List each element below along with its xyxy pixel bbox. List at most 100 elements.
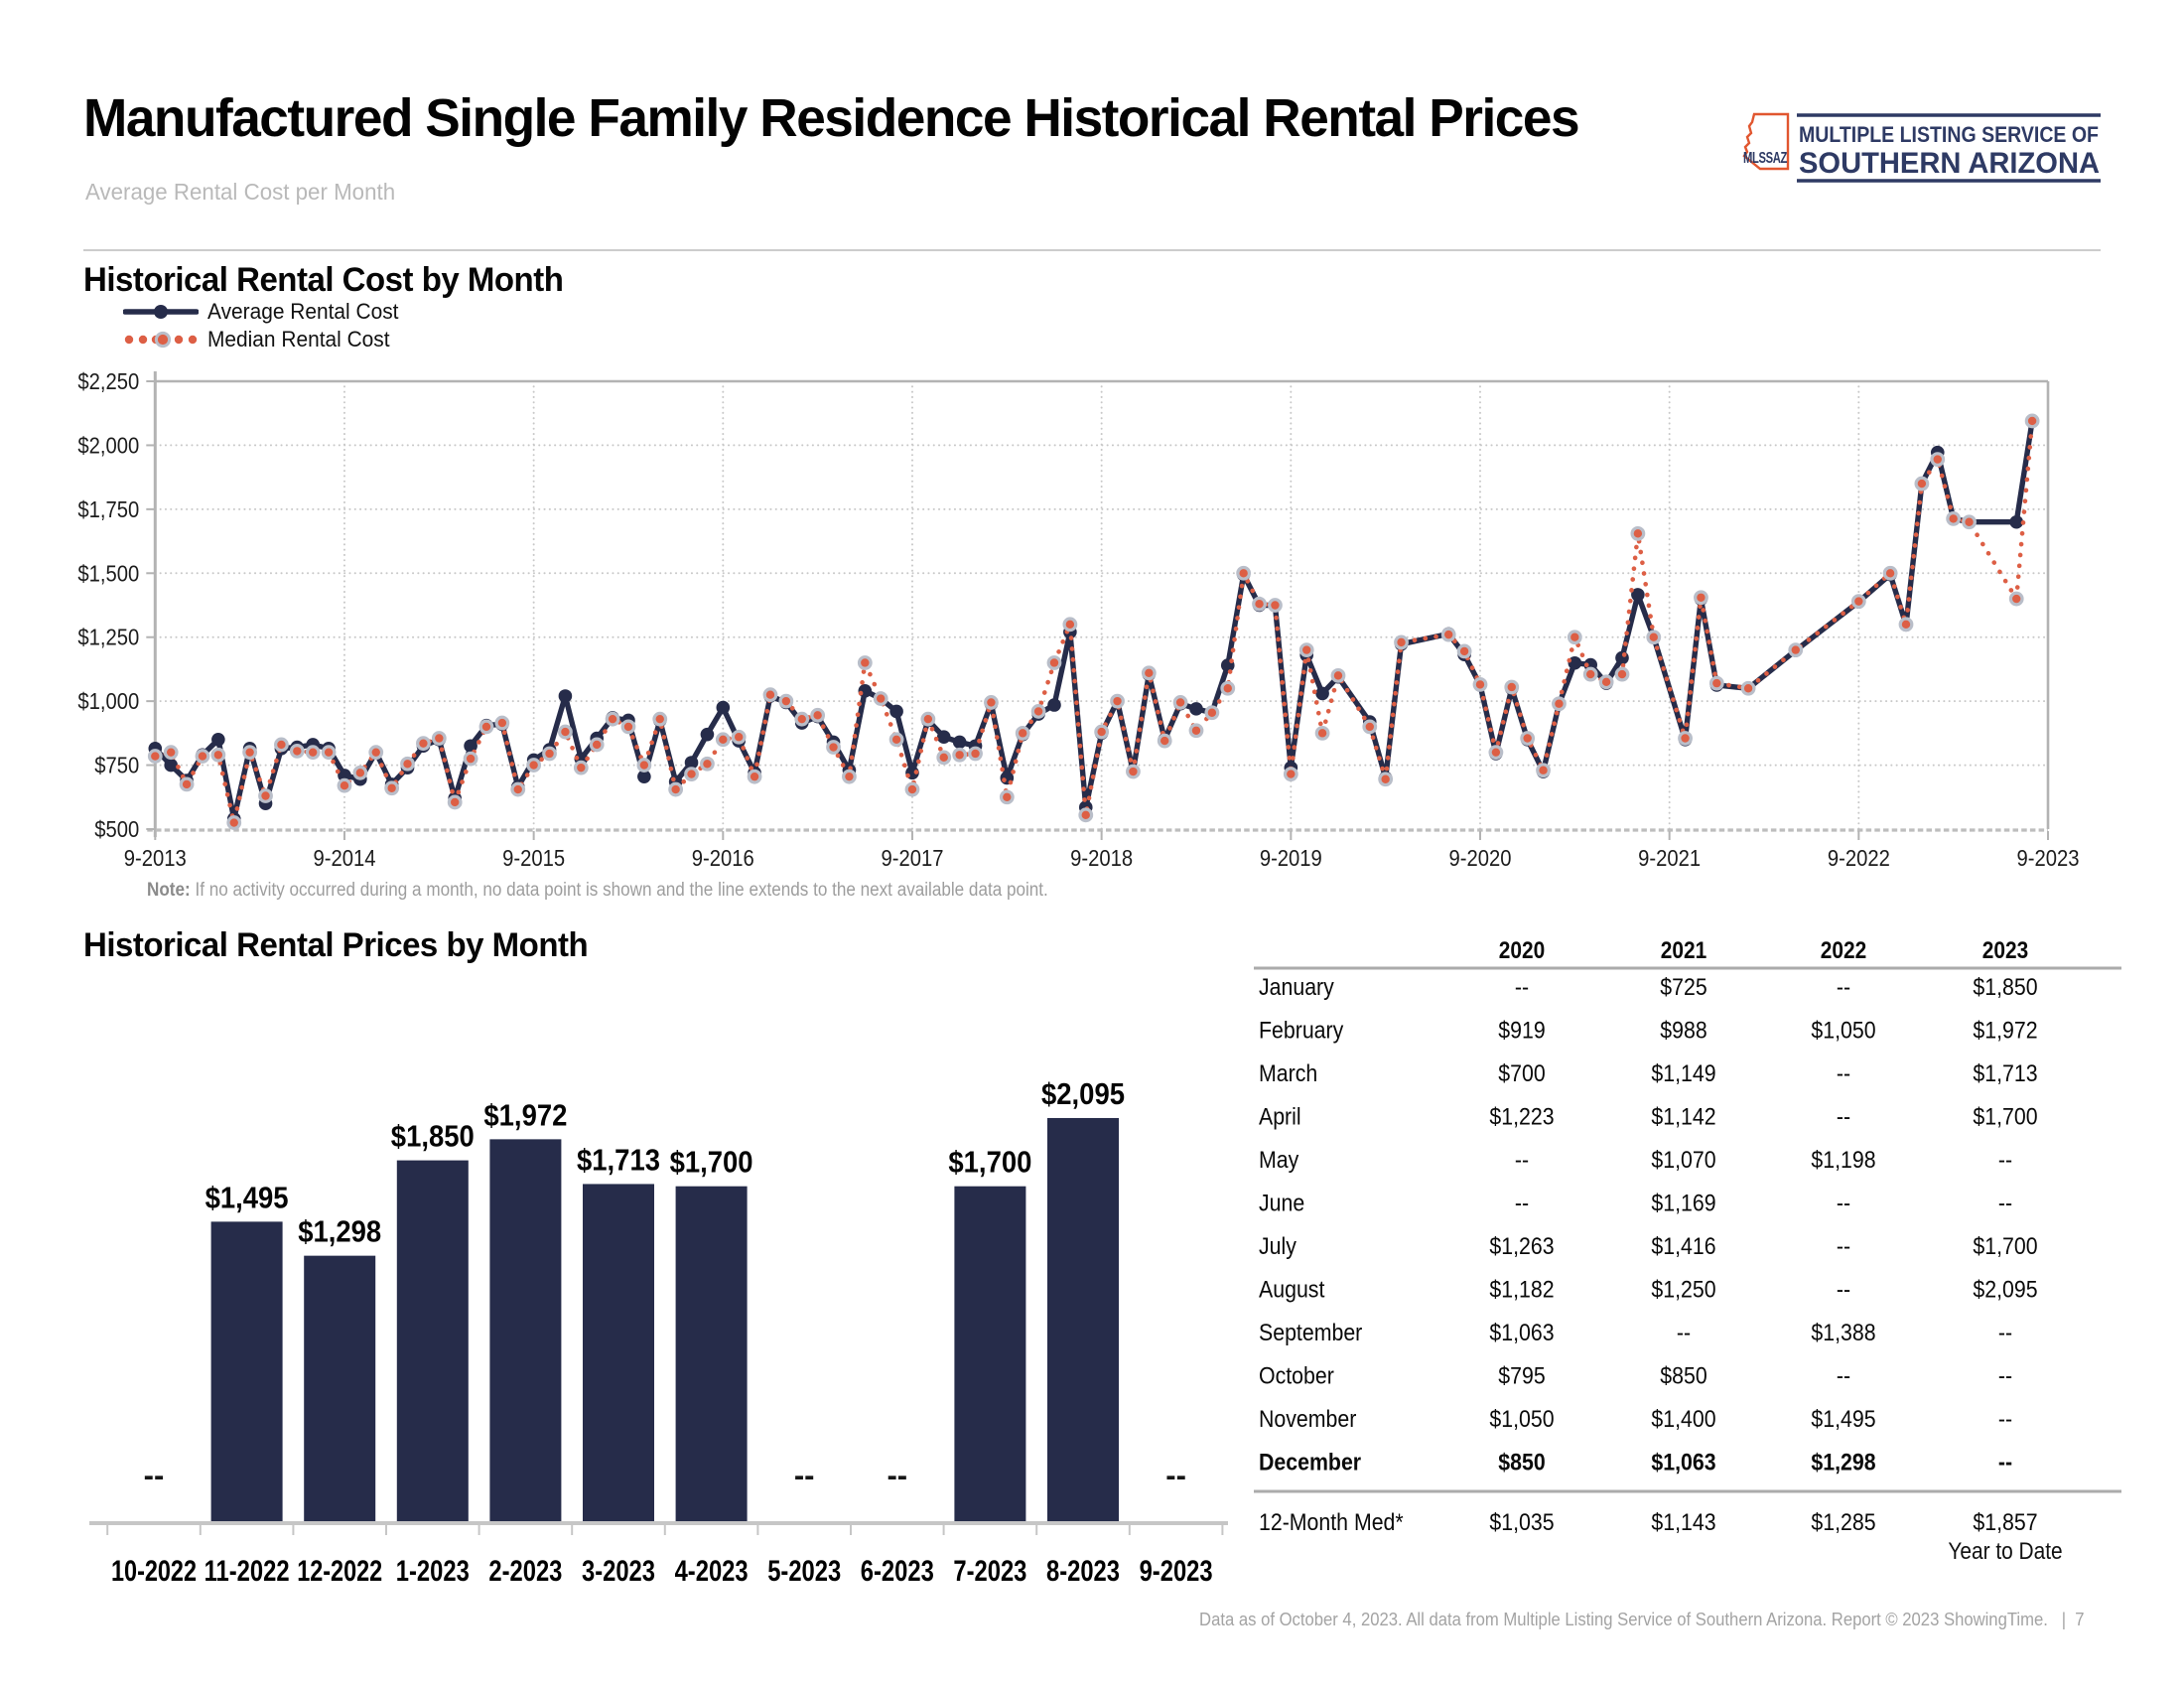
table-month-label: March (1259, 1060, 1317, 1087)
table-cell: -- (1837, 1104, 1850, 1131)
y-tick-label: $500 (94, 816, 139, 842)
y-tick-label: $1,000 (77, 688, 139, 714)
header-divider (83, 249, 2101, 251)
median-point (715, 732, 731, 748)
y-tick-label: $1,250 (77, 625, 139, 650)
average-point (338, 769, 351, 782)
table-cell: $1,700 (1973, 1233, 2037, 1260)
median-point (147, 749, 163, 764)
median-point (400, 756, 415, 772)
table-cell: -- (1998, 1191, 2012, 1217)
x-tick-label: 9-2014 (313, 845, 375, 871)
table-cell: $725 (1660, 974, 1706, 1001)
line-chart-title: Historical Rental Cost by Month (83, 261, 564, 299)
bar-x-label: 4-2023 (675, 1555, 749, 1588)
median-point (1362, 719, 1378, 735)
median-point (1283, 767, 1298, 781)
average-point (1047, 698, 1061, 712)
median-point (1930, 452, 1946, 468)
median-point (1504, 679, 1520, 695)
bar-chart: -- 10-2022 $1,495 11-2022 $1,298 12-2022 $1,85… (89, 1076, 1228, 1588)
median-point (920, 711, 936, 727)
median-point (1520, 731, 1536, 746)
median-point (447, 794, 463, 810)
bar-x-label: 9-2023 (1140, 1555, 1213, 1588)
table-cell: $1,850 (1973, 974, 2037, 1001)
table-cell: $700 (1498, 1060, 1545, 1087)
y-tick-label: $750 (94, 753, 139, 778)
table-cell: $1,400 (1651, 1406, 1715, 1433)
median-point (888, 732, 904, 748)
median-point (210, 747, 226, 763)
median-point (700, 756, 715, 772)
table-cell: -- (1998, 1320, 2012, 1346)
average-point (2009, 514, 2024, 529)
median-point (1378, 772, 1394, 787)
average-point (936, 730, 951, 745)
table-annotation: Year to Date (1948, 1538, 2062, 1565)
median-point (1298, 642, 1314, 657)
footer-page-number: 7 (2075, 1609, 2085, 1629)
median-point (731, 729, 747, 745)
table-summary-cell: $1,857 (1973, 1509, 2037, 1536)
median-point (1440, 627, 1456, 642)
table-year-header: 2021 (1661, 937, 1706, 964)
table-year-header: 2020 (1499, 937, 1545, 964)
median-point (1236, 565, 1252, 581)
table-cell: $988 (1660, 1018, 1706, 1045)
bar-x-label: 1-2023 (396, 1555, 470, 1588)
median-point (337, 777, 352, 793)
x-tick-label: 9-2019 (1260, 845, 1322, 871)
page-title: Manufactured Single Family Residence His… (83, 88, 1580, 148)
average-point (637, 770, 651, 783)
table-summary-cell: $1,035 (1489, 1509, 1554, 1536)
average-point (889, 704, 903, 719)
table-cell: -- (1998, 1406, 2012, 1433)
table-cell: $1,416 (1651, 1233, 1715, 1260)
median-point (936, 750, 952, 766)
median-point (1488, 745, 1504, 761)
bar-chart-title: Historical Rental Prices by Month (83, 926, 589, 964)
table-cell: $1,169 (1651, 1191, 1715, 1217)
median-point (810, 707, 826, 723)
median-point (794, 711, 810, 727)
table-month-label: June (1259, 1191, 1304, 1217)
y-tick-label: $2,250 (77, 368, 139, 394)
median-point (321, 745, 337, 761)
table-cell: $1,070 (1651, 1147, 1715, 1174)
y-tick-label: $2,000 (77, 432, 139, 458)
median-point (999, 789, 1015, 805)
logo-line2: SOUTHERN ARIZONA (1799, 147, 2100, 180)
bar-x-label: 3-2023 (582, 1555, 655, 1588)
median-point (1788, 642, 1804, 657)
bar-value-label: $1,495 (205, 1180, 289, 1214)
table-month-label: January (1259, 974, 1334, 1001)
median-point (668, 781, 684, 797)
median-point (1110, 693, 1125, 709)
median-point (573, 760, 589, 775)
note-text: If no activity occurred during a month, … (195, 880, 1048, 901)
bar-x-label: 12-2022 (297, 1555, 382, 1588)
x-tick-label: 9-2016 (692, 845, 754, 871)
median-point (352, 765, 368, 780)
table-month-label: July (1259, 1233, 1297, 1260)
median-point (242, 745, 258, 761)
bar (304, 1255, 376, 1521)
table-month-label: November (1259, 1406, 1356, 1433)
bar (396, 1160, 469, 1521)
table-cell: $1,223 (1489, 1104, 1554, 1131)
table-cell: $1,198 (1811, 1147, 1875, 1174)
median-point (1552, 696, 1567, 712)
average-point (558, 689, 573, 703)
average-line (152, 418, 2035, 822)
x-tick-label: 9-2023 (2017, 845, 2080, 871)
average-point (1615, 650, 1629, 665)
median-point (226, 815, 242, 830)
legend-item-average: Average Rental Cost (122, 298, 409, 326)
arizona-state-icon (1742, 112, 1790, 171)
table-cell: $1,063 (1651, 1450, 1715, 1477)
bar-value-label: $1,972 (483, 1097, 567, 1132)
bar (1047, 1117, 1119, 1521)
median-point (1046, 655, 1062, 670)
